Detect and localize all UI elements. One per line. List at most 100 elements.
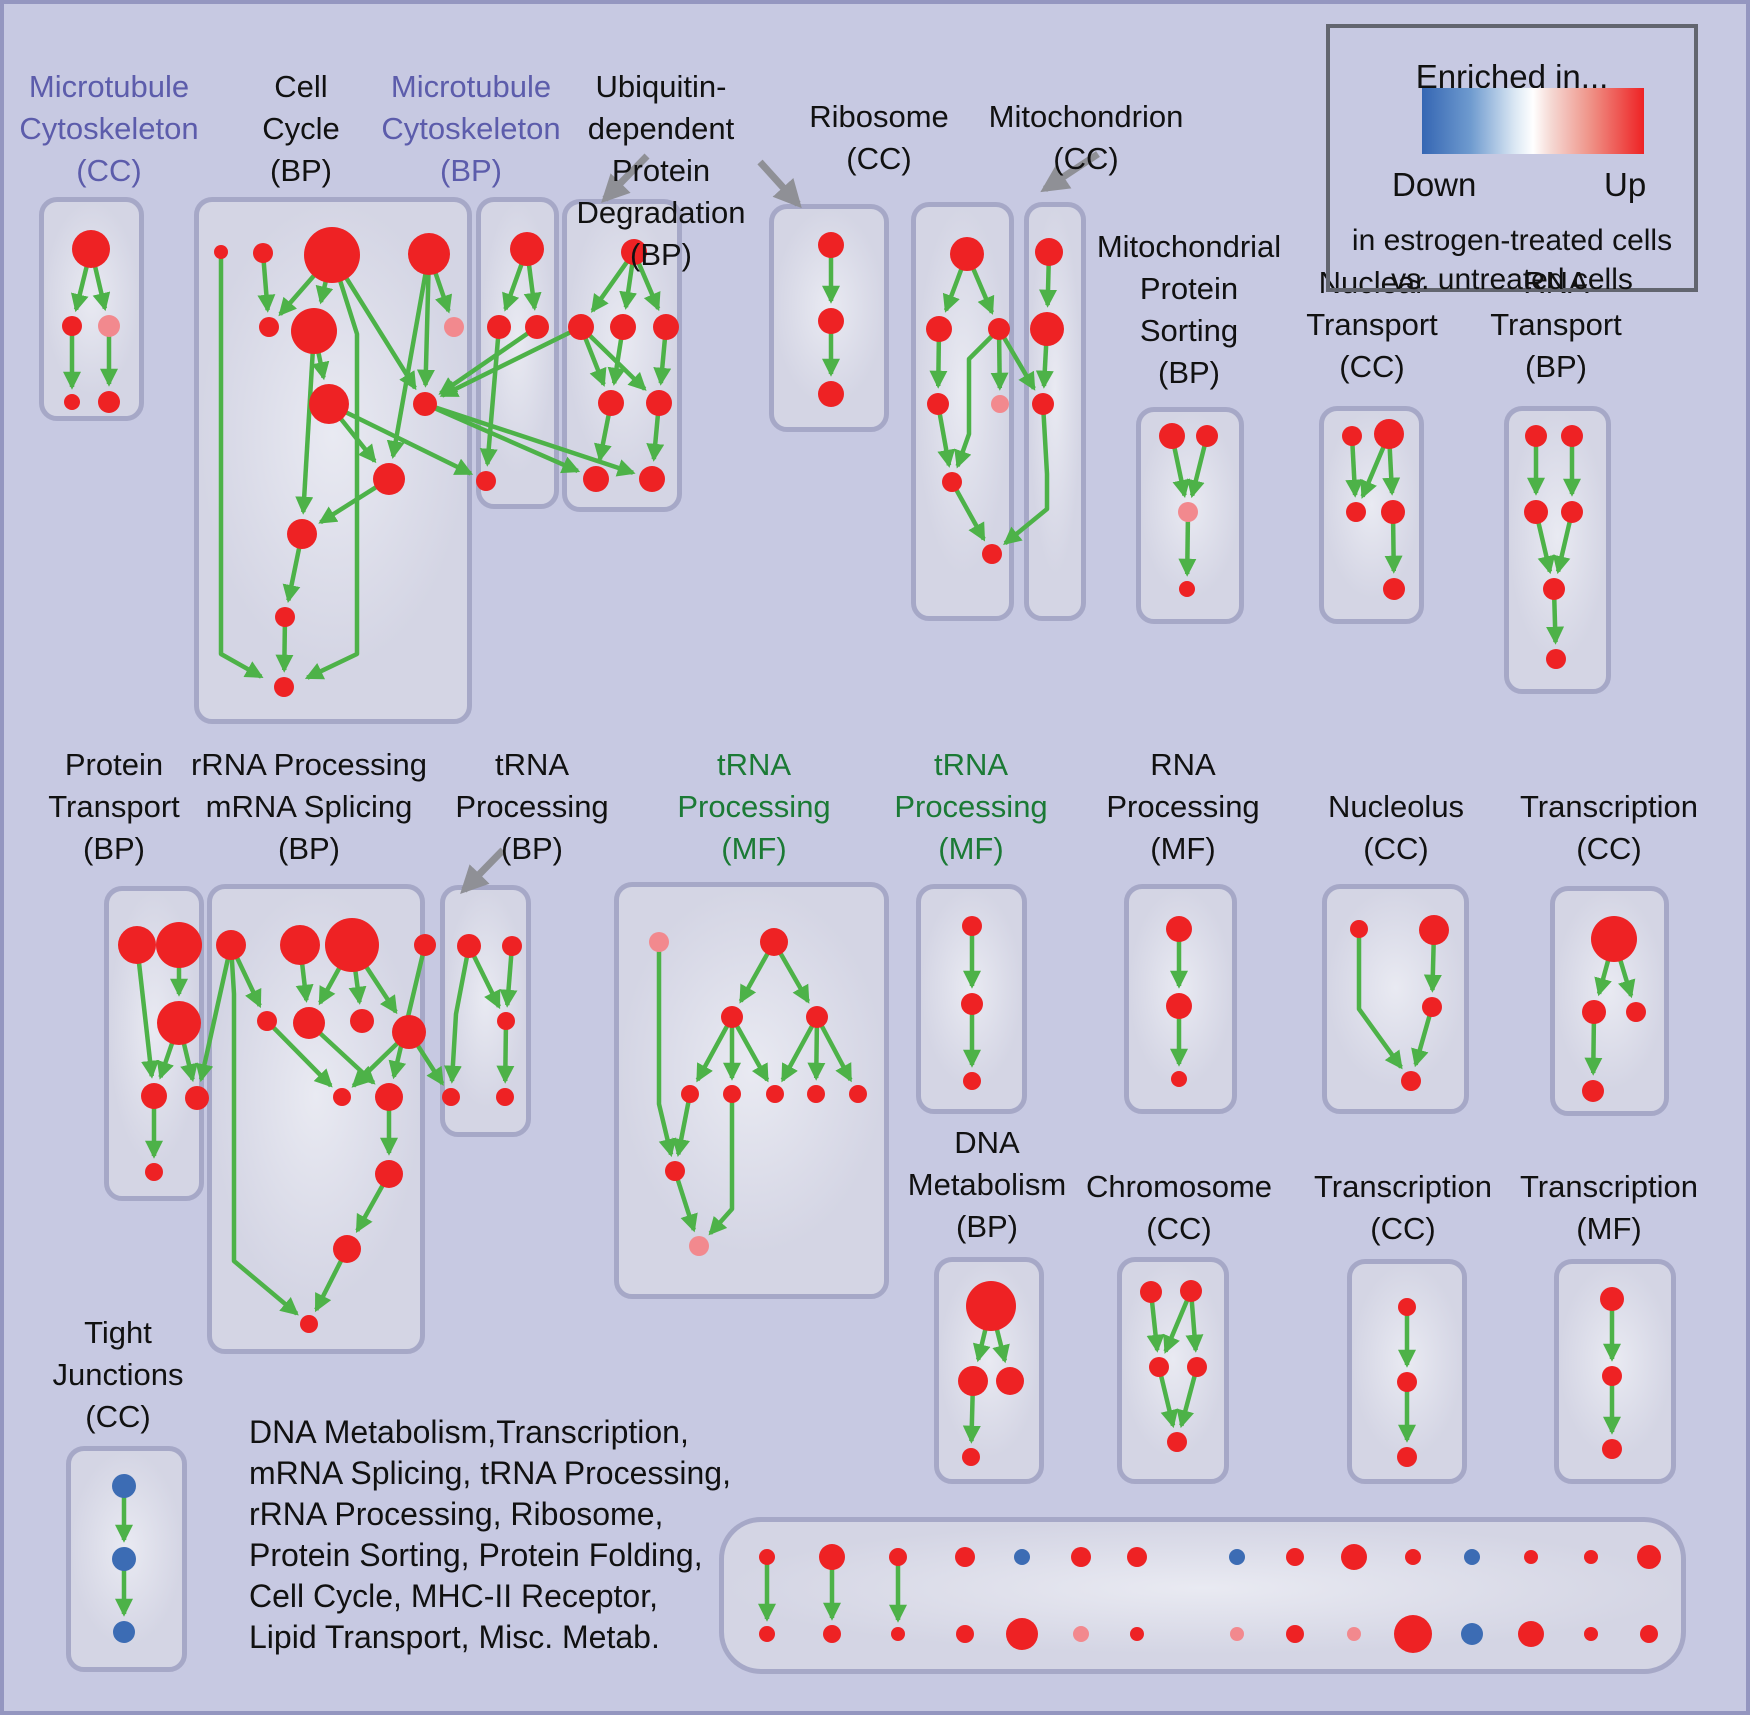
go-term-node [818, 232, 844, 258]
go-term-node [721, 1006, 743, 1028]
cluster-box-nuclear-transport [1319, 406, 1424, 624]
go-term-node [958, 1366, 988, 1396]
go-term-node [621, 239, 647, 265]
go-term-node [996, 1367, 1024, 1395]
go-term-node [1374, 419, 1404, 449]
cross-cluster-arrow [328, 401, 474, 476]
go-term-node [392, 1015, 426, 1049]
go-term-node [681, 1085, 699, 1103]
go-term-node [818, 381, 844, 407]
go-term-node [156, 922, 202, 968]
go-term-node [963, 1072, 981, 1090]
go-term-node [112, 1474, 136, 1498]
go-term-node [414, 934, 436, 956]
go-term-node [1347, 1627, 1361, 1641]
relation-arrow-cell-cycle [304, 254, 360, 680]
go-term-node [1180, 1280, 1202, 1302]
go-term-node [497, 1012, 515, 1030]
go-term-node [1600, 1287, 1624, 1311]
go-term-node [1405, 1549, 1421, 1565]
go-term-node [759, 1549, 775, 1565]
go-term-node [1584, 1550, 1598, 1564]
go-term-node [291, 308, 337, 354]
label-pointer-arrow [601, 153, 650, 204]
go-term-node [966, 1281, 1016, 1331]
relation-arrow-rrna-mrna [388, 944, 428, 1080]
go-term-node [1030, 312, 1064, 346]
legend-box: Enriched in... Down Up in estrogen-treat… [1326, 24, 1698, 296]
go-term-node [956, 1625, 974, 1643]
go-term-node [760, 928, 788, 956]
go-term-node [927, 393, 949, 415]
go-term-node [1032, 393, 1054, 415]
go-term-node [806, 1006, 828, 1028]
go-term-node [1341, 1544, 1367, 1570]
go-term-node [961, 993, 983, 1015]
go-term-node [72, 230, 110, 268]
go-term-node [375, 1083, 403, 1111]
go-term-node [113, 1621, 135, 1643]
go-term-node [1381, 500, 1405, 524]
go-term-node [819, 1544, 845, 1570]
relation-arrow-trna-mf-1 [708, 1094, 735, 1236]
go-term-node [487, 315, 511, 339]
relation-arrow-trna-mf-1 [672, 1093, 693, 1157]
relation-arrow-trna-mf-1 [730, 1015, 770, 1083]
go-term-node [333, 1235, 361, 1263]
go-term-node [62, 316, 82, 336]
go-term-node [962, 1448, 980, 1466]
go-term-node [1464, 1549, 1480, 1565]
relation-arrow-ribosome [954, 327, 1001, 469]
go-term-node [665, 1161, 685, 1181]
go-term-node [1546, 649, 1566, 669]
go-term-node [325, 918, 379, 972]
go-term-node [1524, 1550, 1538, 1564]
go-term-node [373, 463, 405, 495]
go-term-node [1149, 1357, 1169, 1377]
relation-arrow-cell-cycle [386, 253, 432, 460]
legend-up-label: Up [1604, 166, 1647, 203]
legend-gradient-bar [1422, 88, 1644, 154]
relation-arrow-cell-cycle [218, 252, 264, 679]
go-term-node [300, 1315, 318, 1333]
go-term-node [849, 1085, 867, 1103]
go-term-node [653, 314, 679, 340]
relation-arrow-cell-cycle [295, 330, 317, 515]
go-term-node [1525, 425, 1547, 447]
go-term-node [1602, 1366, 1622, 1386]
go-term-node [1350, 920, 1368, 938]
go-term-node [1006, 1618, 1038, 1650]
cross-cluster-arrow [439, 324, 582, 398]
go-term-node [1461, 1623, 1483, 1645]
go-term-node [926, 316, 952, 342]
go-term-node [309, 384, 349, 424]
legend-subtitle-1: in estrogen-treated cells [1351, 224, 1673, 257]
go-term-node [1422, 997, 1442, 1017]
relation-arrow-chromosome [1176, 1366, 1200, 1429]
go-term-node [496, 1088, 514, 1106]
go-term-node [304, 227, 360, 283]
cross-cluster-arrow [195, 944, 234, 1083]
go-term-node [1602, 1439, 1622, 1459]
go-term-node [112, 1547, 136, 1571]
cross-cluster-arrow [424, 401, 581, 474]
cross-cluster-arrow [997, 327, 1036, 391]
go-term-node [823, 1625, 841, 1643]
go-term-node [525, 315, 549, 339]
go-term-node [1637, 1545, 1661, 1569]
go-term-node [1127, 1547, 1147, 1567]
go-term-node [583, 466, 609, 492]
go-term-node [1140, 1281, 1162, 1303]
cluster-box-misc-row [719, 1517, 1686, 1674]
label-pointer-arrow [460, 847, 506, 895]
go-term-node [991, 395, 1009, 413]
go-term-node [1397, 1447, 1417, 1467]
go-term-node [891, 1627, 905, 1641]
go-term-node [1286, 1548, 1304, 1566]
relation-arrow-trna-bp [496, 1020, 515, 1084]
go-term-node [64, 394, 80, 410]
go-term-node [955, 1547, 975, 1567]
go-term-node [350, 1009, 374, 1033]
go-term-node [1159, 423, 1185, 449]
